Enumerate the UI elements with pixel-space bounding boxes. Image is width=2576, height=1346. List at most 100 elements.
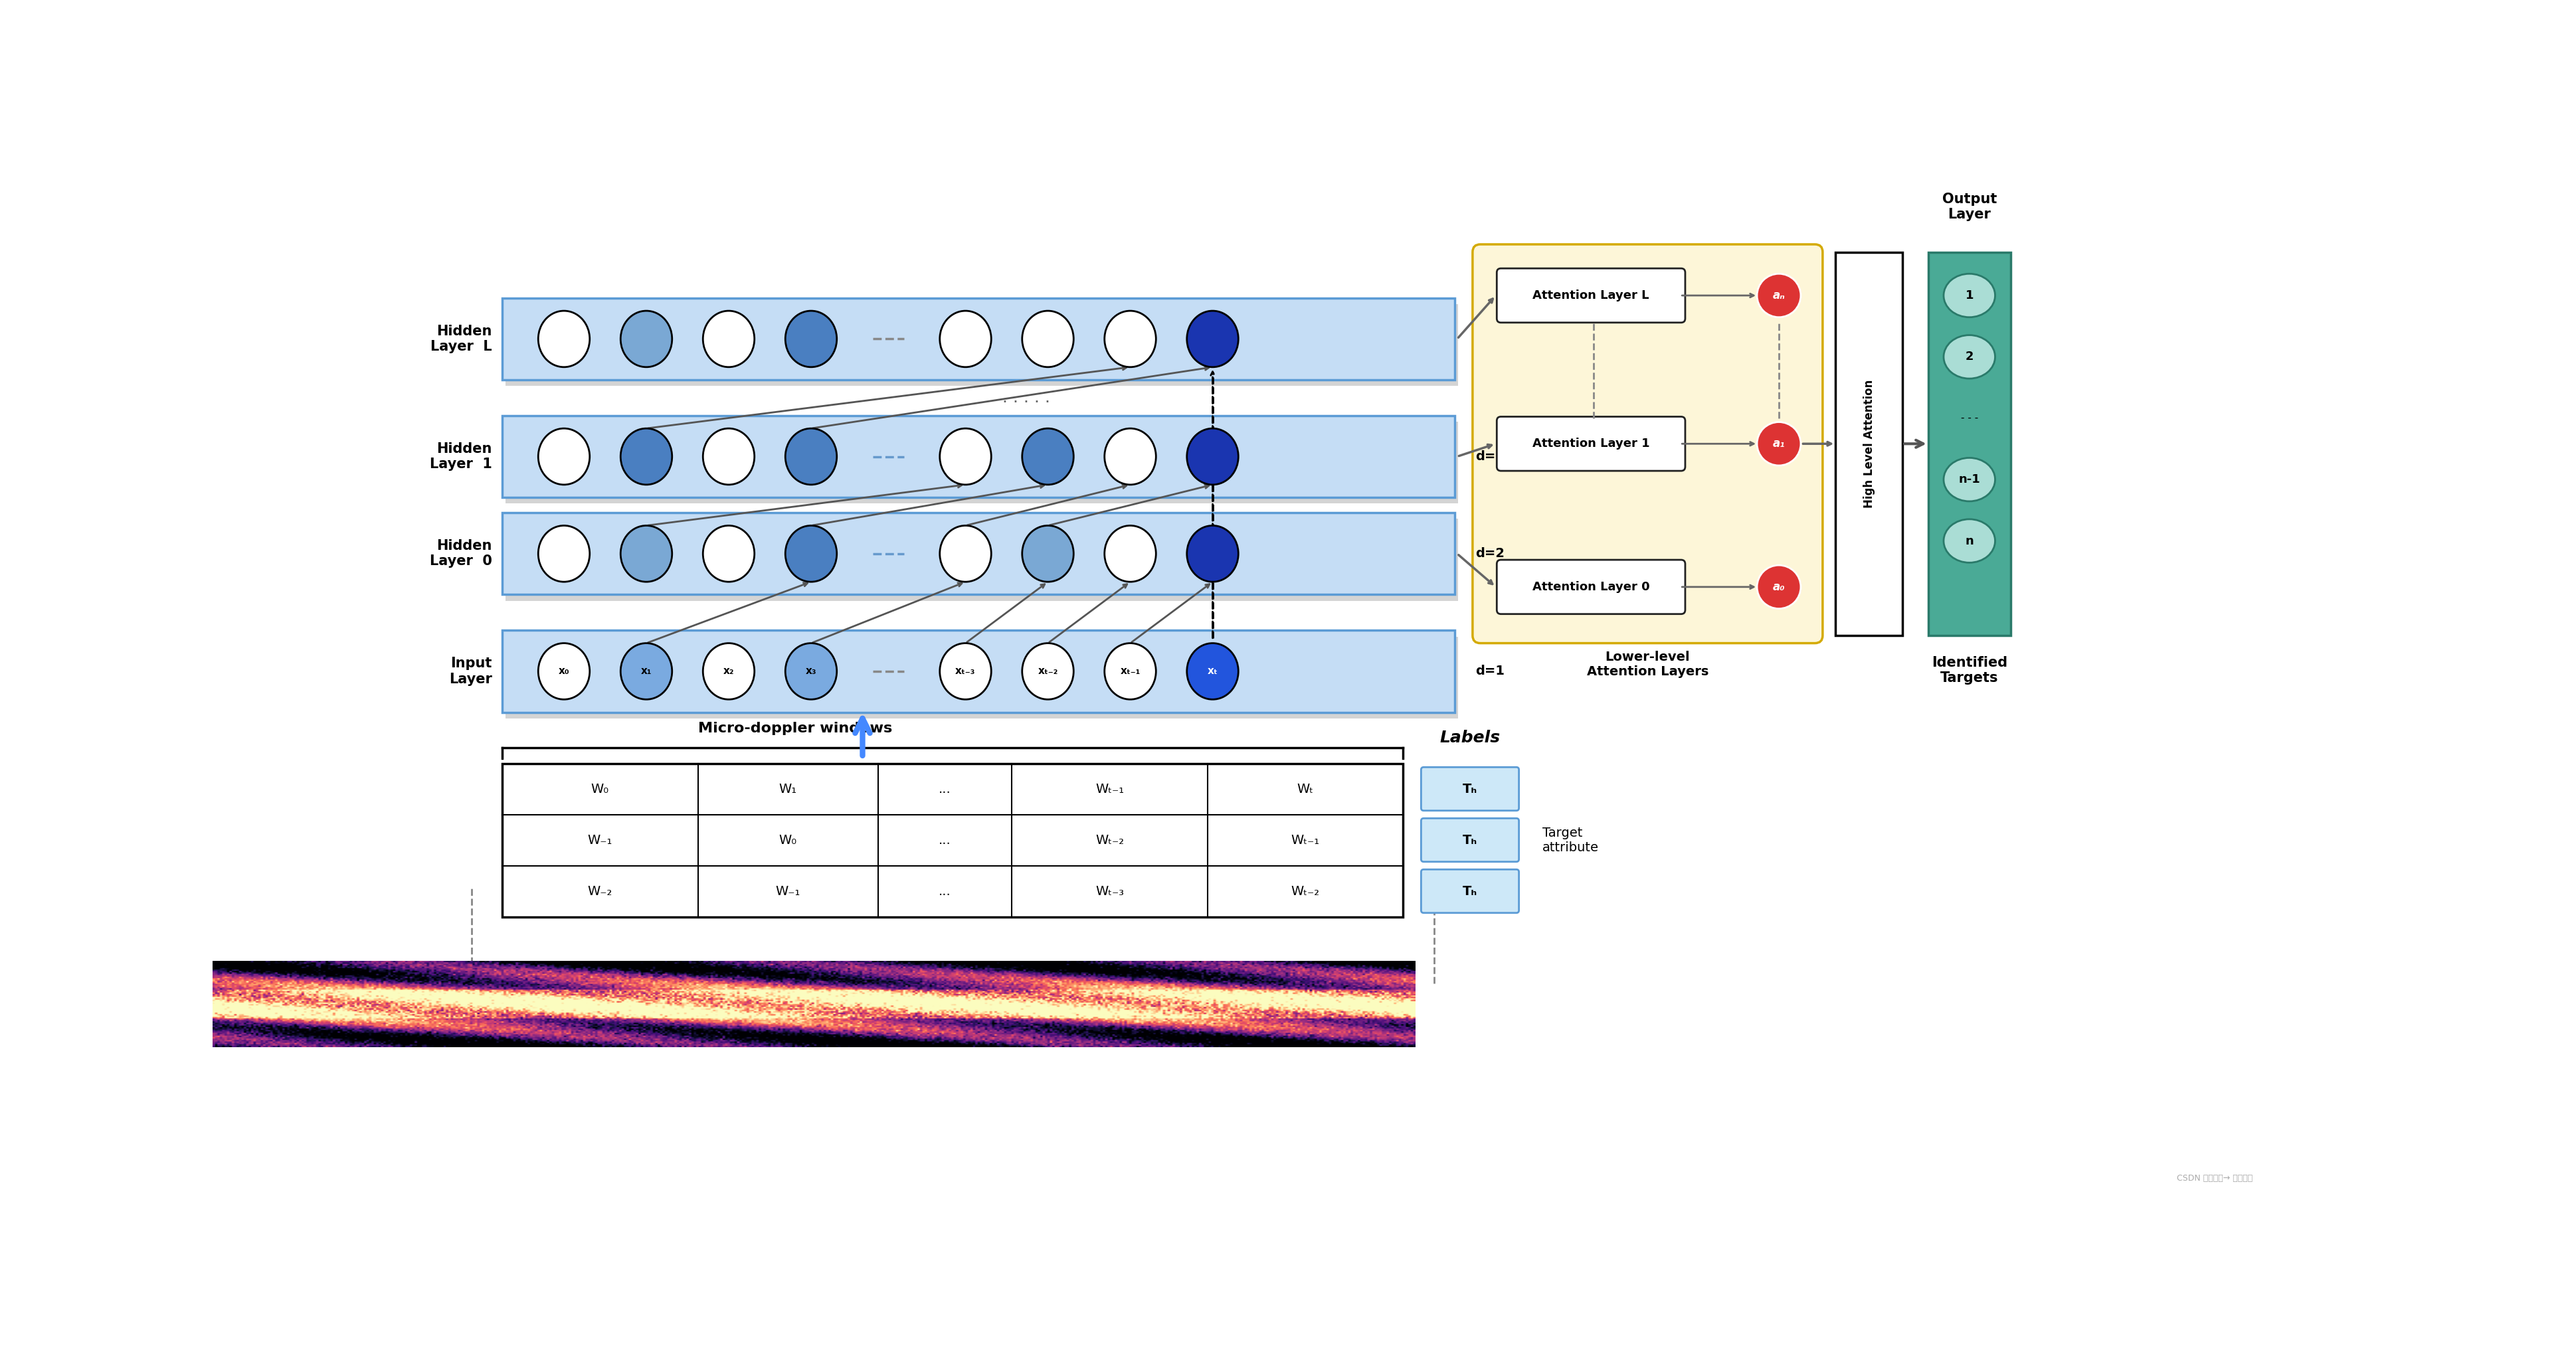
Ellipse shape <box>621 643 672 700</box>
Text: xₜ: xₜ <box>1208 666 1218 676</box>
Ellipse shape <box>1105 525 1157 581</box>
Text: Target
attribute: Target attribute <box>1543 826 1600 853</box>
Ellipse shape <box>1945 520 1994 563</box>
Text: Hidden
Layer  0: Hidden Layer 0 <box>430 540 492 568</box>
Bar <box>502 630 1455 712</box>
Ellipse shape <box>940 311 992 367</box>
Text: - - -: - - - <box>1960 413 1978 423</box>
Ellipse shape <box>786 428 837 485</box>
Text: W₁: W₁ <box>778 782 796 795</box>
Text: W₋₁: W₋₁ <box>587 833 613 847</box>
Bar <box>505 520 1458 600</box>
Ellipse shape <box>940 525 992 581</box>
Text: Input
Layer: Input Layer <box>448 657 492 685</box>
Ellipse shape <box>1188 428 1239 485</box>
Text: ...: ... <box>938 782 951 795</box>
Text: a₀: a₀ <box>1772 581 1785 592</box>
Text: n-1: n-1 <box>1958 474 1981 486</box>
Ellipse shape <box>1023 311 1074 367</box>
Text: x₀: x₀ <box>559 666 569 676</box>
Text: 2: 2 <box>1965 351 1973 363</box>
Bar <box>505 421 1458 503</box>
Text: x₃: x₃ <box>806 666 817 676</box>
FancyBboxPatch shape <box>1422 870 1520 913</box>
Ellipse shape <box>940 643 992 700</box>
Bar <box>502 763 1404 917</box>
Ellipse shape <box>1188 525 1239 581</box>
Ellipse shape <box>1757 273 1801 318</box>
Ellipse shape <box>1757 565 1801 608</box>
FancyBboxPatch shape <box>1422 767 1520 810</box>
Ellipse shape <box>703 643 755 700</box>
Text: x₁: x₁ <box>641 666 652 676</box>
Ellipse shape <box>1188 311 1239 367</box>
Text: Wₜ₋₃: Wₜ₋₃ <box>1095 884 1123 898</box>
Text: Hidden
Layer  L: Hidden Layer L <box>430 324 492 353</box>
FancyBboxPatch shape <box>1497 560 1685 614</box>
Text: W₋₁: W₋₁ <box>775 884 801 898</box>
Text: Labels: Labels <box>1440 730 1499 746</box>
Text: Tₕ: Tₕ <box>1463 833 1479 847</box>
Text: Attention Layer 0: Attention Layer 0 <box>1533 581 1649 592</box>
Ellipse shape <box>703 525 755 581</box>
Text: Attention Layer L: Attention Layer L <box>1533 289 1649 302</box>
Ellipse shape <box>1105 428 1157 485</box>
Text: Micro-doppler windows: Micro-doppler windows <box>698 721 891 735</box>
Ellipse shape <box>1023 428 1074 485</box>
Ellipse shape <box>1023 525 1074 581</box>
Text: x₂: x₂ <box>724 666 734 676</box>
Text: W₀: W₀ <box>778 833 796 847</box>
Text: d=4: d=4 <box>1476 450 1504 463</box>
Ellipse shape <box>703 311 755 367</box>
Text: Output
Layer: Output Layer <box>1942 192 1996 221</box>
Ellipse shape <box>538 428 590 485</box>
Text: . . . . .: . . . . . <box>1002 390 1051 405</box>
Ellipse shape <box>940 428 992 485</box>
Ellipse shape <box>1188 643 1239 700</box>
Text: Wₜ: Wₜ <box>1296 782 1314 795</box>
Ellipse shape <box>1945 335 1994 378</box>
Text: xₜ₋₃: xₜ₋₃ <box>956 666 976 676</box>
Text: ...: ... <box>938 833 951 847</box>
FancyBboxPatch shape <box>1497 268 1685 323</box>
FancyBboxPatch shape <box>1422 818 1520 861</box>
Ellipse shape <box>1945 273 1994 318</box>
FancyBboxPatch shape <box>1473 245 1824 643</box>
Ellipse shape <box>621 311 672 367</box>
Text: Tₕ: Tₕ <box>1463 884 1479 898</box>
Text: Wₜ₋₁: Wₜ₋₁ <box>1095 782 1123 795</box>
Bar <box>502 513 1455 595</box>
Ellipse shape <box>1105 643 1157 700</box>
Text: Tₕ: Tₕ <box>1463 782 1479 795</box>
Text: Wₜ₋₂: Wₜ₋₂ <box>1291 884 1319 898</box>
Text: 1: 1 <box>1965 289 1973 302</box>
Bar <box>502 297 1455 380</box>
Bar <box>505 304 1458 386</box>
Text: Identified
Targets: Identified Targets <box>1932 656 2007 685</box>
Bar <box>1837 252 1904 635</box>
Text: d=1: d=1 <box>1476 665 1504 677</box>
FancyBboxPatch shape <box>1497 417 1685 471</box>
Text: CSDN 中心最佳→ 人工智能: CSDN 中心最佳→ 人工智能 <box>2177 1174 2251 1183</box>
Text: W₀: W₀ <box>590 782 608 795</box>
Ellipse shape <box>786 643 837 700</box>
Text: n: n <box>1965 534 1973 546</box>
Ellipse shape <box>1757 423 1801 466</box>
Text: Wₜ₋₂: Wₜ₋₂ <box>1095 833 1123 847</box>
Ellipse shape <box>703 428 755 485</box>
Text: Attention Layer 1: Attention Layer 1 <box>1533 437 1649 450</box>
Ellipse shape <box>538 643 590 700</box>
Text: ...: ... <box>938 884 951 898</box>
Ellipse shape <box>1945 458 1994 501</box>
Ellipse shape <box>621 525 672 581</box>
Ellipse shape <box>1023 643 1074 700</box>
Text: Lower-level
Attention Layers: Lower-level Attention Layers <box>1587 651 1708 678</box>
Text: Wₜ₋₁: Wₜ₋₁ <box>1291 833 1319 847</box>
Text: W₋₂: W₋₂ <box>587 884 613 898</box>
Ellipse shape <box>786 525 837 581</box>
Ellipse shape <box>1105 311 1157 367</box>
Text: xₜ₋₂: xₜ₋₂ <box>1038 666 1059 676</box>
Text: High Level Attention: High Level Attention <box>1862 380 1875 507</box>
Bar <box>505 637 1458 719</box>
Ellipse shape <box>786 311 837 367</box>
